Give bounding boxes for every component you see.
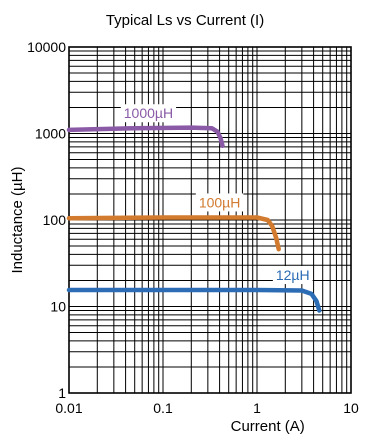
y-tick-label: 1000: [35, 126, 66, 142]
series-label: 12µH: [276, 267, 310, 283]
x-axis-title: Current (A): [231, 418, 305, 435]
tick-labels: 0.01 0.1 1 10 1 10 100 1000 10000: [27, 39, 359, 416]
y-tick-label: 1: [58, 385, 66, 401]
y-axis-title: Inductance (µH): [9, 166, 26, 273]
series-label-background: [120, 104, 177, 123]
series-line: [66, 125, 225, 149]
y-tick-label: 100: [43, 212, 67, 228]
x-tick-label: 1: [253, 400, 261, 416]
x-tick-label: 0.01: [55, 400, 82, 416]
chart-title: Typical Ls vs Current (I): [106, 12, 264, 29]
series-label: 1000µH: [124, 105, 173, 121]
series-lines: [66, 125, 322, 313]
y-tick-label: 10: [50, 299, 66, 315]
series-label-background: [195, 193, 244, 212]
series-label-background: [272, 266, 313, 285]
y-tick-label: 10000: [27, 39, 66, 55]
series-line: [66, 287, 322, 313]
series-labels: 1000µH 100µH 12µH: [120, 104, 313, 285]
series-label: 100µH: [199, 194, 241, 210]
x-tick-label: 0.1: [153, 400, 173, 416]
x-tick-label: 10: [343, 400, 359, 416]
series-line: [66, 215, 281, 252]
